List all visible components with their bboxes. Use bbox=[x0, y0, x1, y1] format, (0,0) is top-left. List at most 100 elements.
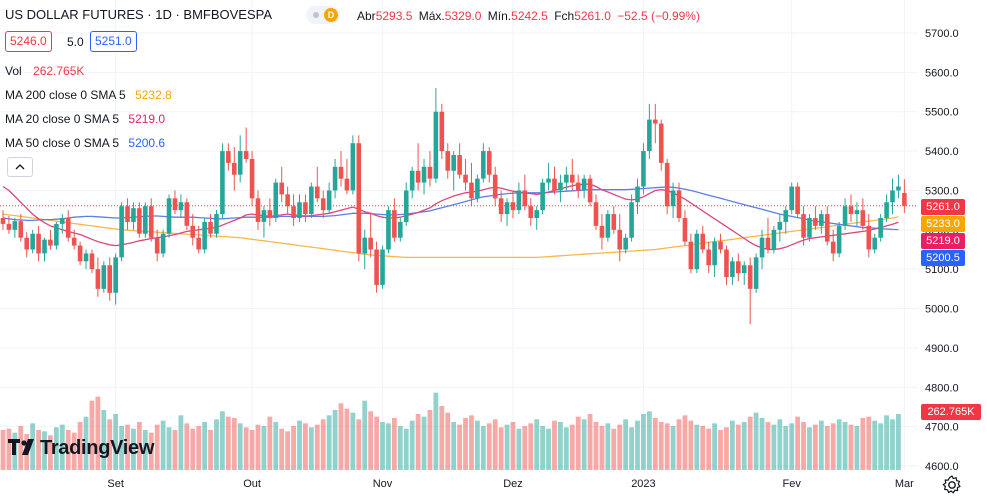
ohlc-high-label: Máx. bbox=[418, 9, 445, 23]
sell-price-button[interactable]: 5246.0 bbox=[5, 31, 52, 52]
volume-bar bbox=[107, 419, 113, 470]
collapse-legend-button[interactable] bbox=[7, 157, 33, 177]
volume-bar bbox=[214, 419, 219, 470]
chart-header: US DOLLAR FUTURES · 1D · BMFBOVESPA bbox=[5, 7, 272, 22]
buy-price-button[interactable]: 5251.0 bbox=[90, 31, 137, 52]
candle-body bbox=[409, 170, 415, 191]
volume-bar bbox=[504, 424, 510, 470]
volume-bar bbox=[652, 418, 658, 470]
volume-bar bbox=[463, 418, 468, 470]
candle-body bbox=[154, 237, 160, 254]
symbol-title[interactable]: US DOLLAR FUTURES · 1D · BMFBOVESPA bbox=[5, 7, 273, 22]
legend-ma50-label: MA 50 close 0 SMA 5 bbox=[5, 136, 120, 150]
candle-body bbox=[789, 186, 794, 211]
volume-bar bbox=[285, 431, 291, 470]
candle-body bbox=[522, 190, 528, 207]
volume-bar bbox=[854, 426, 860, 470]
candle-body bbox=[736, 261, 741, 274]
volume-bar bbox=[818, 420, 824, 470]
time-tick-label: 2023 bbox=[631, 478, 655, 490]
ohlc-change-value: −52.5 (−0.99%) bbox=[617, 9, 700, 23]
candle-body bbox=[884, 202, 889, 219]
volume-bar bbox=[427, 410, 433, 470]
candle-body bbox=[77, 245, 83, 262]
candle-body bbox=[303, 202, 308, 215]
legend-ma50[interactable]: MA 50 close 0 SMA 5 5200.6 bbox=[5, 136, 165, 150]
volume-bar bbox=[878, 423, 884, 470]
candle-body bbox=[824, 214, 830, 242]
ma20-line bbox=[2, 183, 899, 251]
time-axis[interactable]: Set Out Nov Dez 2023 Fev Mar bbox=[107, 478, 914, 490]
volume-bar bbox=[492, 419, 498, 470]
tradingview-logo[interactable]: TradingView bbox=[8, 437, 154, 460]
volume-bar bbox=[356, 419, 362, 470]
candle-body bbox=[95, 269, 101, 289]
ma20-price-tag: 5219.0 bbox=[921, 233, 965, 249]
candle-body bbox=[629, 202, 634, 238]
candle-body bbox=[854, 210, 860, 215]
ohlc-open-label: Abr bbox=[357, 9, 376, 23]
candle-body bbox=[291, 206, 296, 219]
volume-bar bbox=[558, 422, 563, 470]
legend-ma20[interactable]: MA 20 close 0 SMA 5 5219.0 bbox=[5, 112, 165, 126]
volume-bar bbox=[362, 400, 368, 470]
volume-bar bbox=[593, 422, 599, 470]
volume-bar bbox=[279, 428, 285, 470]
candle-body bbox=[510, 202, 516, 211]
volume-bar bbox=[623, 419, 629, 470]
volume-bar bbox=[641, 414, 646, 470]
candle-body bbox=[765, 237, 771, 250]
volume-bar bbox=[694, 424, 700, 470]
candle-body bbox=[350, 143, 356, 191]
volume-bar bbox=[409, 420, 415, 470]
legend-volume-label: Vol bbox=[5, 64, 22, 78]
candle-body bbox=[65, 218, 71, 238]
price-tick-label: 5500.0 bbox=[925, 107, 959, 119]
volume-bar bbox=[783, 426, 789, 470]
volume-bar bbox=[735, 424, 741, 470]
legend-ma200[interactable]: MA 200 close 0 SMA 5 5232.8 bbox=[5, 88, 172, 102]
volume-bar bbox=[119, 426, 124, 470]
legend-volume[interactable]: Vol 262.765K bbox=[5, 64, 84, 78]
volume-bar bbox=[415, 414, 421, 470]
volume-bar bbox=[599, 426, 605, 470]
volume-bar bbox=[682, 415, 688, 470]
candle-body bbox=[842, 206, 848, 226]
volume-bar bbox=[148, 432, 154, 470]
volume-bar bbox=[53, 427, 59, 470]
volume-value-tag: 262.765K bbox=[921, 404, 981, 420]
tv-logo-icon bbox=[8, 439, 34, 455]
volume-bar bbox=[338, 403, 344, 470]
chart-settings-button[interactable] bbox=[941, 474, 963, 496]
candle-body bbox=[137, 208, 142, 234]
candle-body bbox=[890, 190, 895, 203]
volume-bar bbox=[700, 426, 706, 470]
volume-bar bbox=[445, 412, 451, 470]
candle-body bbox=[279, 182, 285, 195]
volume-bar bbox=[77, 422, 83, 470]
market-status-toggle[interactable]: D bbox=[306, 6, 340, 24]
volume-bar bbox=[314, 424, 320, 470]
candle-body bbox=[0, 218, 6, 224]
volume-bar bbox=[842, 422, 848, 470]
candle-body bbox=[285, 194, 290, 207]
candle-body bbox=[226, 151, 231, 163]
candle-body bbox=[866, 225, 872, 250]
legend-ma20-value: 5219.0 bbox=[128, 112, 166, 126]
volume-bar bbox=[664, 423, 670, 470]
candle-body bbox=[220, 151, 225, 215]
volume-bar bbox=[718, 430, 723, 470]
delay-badge: D bbox=[324, 8, 338, 22]
price-tick-label: 4600.0 bbox=[925, 461, 959, 473]
volume-bar bbox=[303, 423, 308, 470]
candle-body bbox=[392, 210, 397, 238]
ohlc-low-label: Mín. bbox=[487, 9, 512, 23]
price-tick-label: 5000.0 bbox=[925, 304, 959, 316]
time-tick-label: Fev bbox=[783, 478, 802, 490]
candle-body bbox=[706, 249, 711, 266]
price-tick-label: 4800.0 bbox=[925, 382, 959, 394]
volume-bar bbox=[131, 428, 136, 470]
candle-body bbox=[481, 151, 486, 179]
volume-bar bbox=[249, 430, 255, 470]
